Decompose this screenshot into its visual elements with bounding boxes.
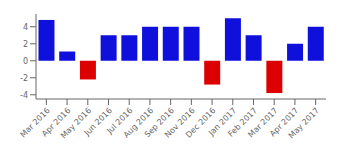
svg-text:Apr 2017: Apr 2017 [268,106,301,139]
svg-text:2: 2 [23,40,28,49]
svg-text:Feb 2017: Feb 2017 [226,106,259,139]
svg-text:May 2017: May 2017 [287,106,321,139]
svg-text:Jun 2016: Jun 2016 [82,106,114,138]
svg-text:Apr 2016: Apr 2016 [40,106,73,139]
svg-text:Jul 2016: Jul 2016 [105,106,135,136]
svg-text:-4: -4 [20,91,28,100]
svg-text:0: 0 [23,57,28,66]
svg-text:Jan 2017: Jan 2017 [206,106,239,138]
svg-text:-2: -2 [20,74,28,83]
svg-text:4: 4 [23,23,28,32]
